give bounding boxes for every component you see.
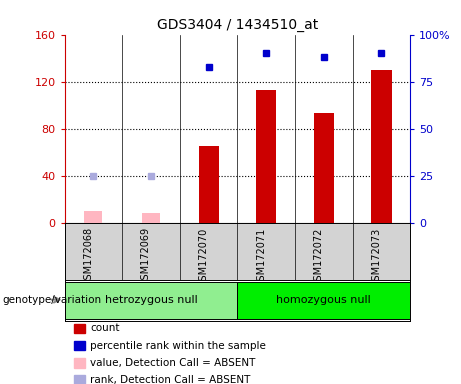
- Bar: [256, 90, 276, 223]
- Text: value, Detection Call = ABSENT: value, Detection Call = ABSENT: [90, 358, 255, 368]
- Text: count: count: [90, 323, 119, 333]
- Text: GSM172069: GSM172069: [141, 227, 151, 286]
- Text: genotype/variation: genotype/variation: [2, 295, 101, 306]
- Text: GSM172072: GSM172072: [314, 227, 324, 287]
- Bar: [142, 214, 160, 223]
- Bar: [65, 282, 237, 319]
- Text: percentile rank within the sample: percentile rank within the sample: [90, 341, 266, 351]
- Text: GSM172068: GSM172068: [83, 227, 93, 286]
- Title: GDS3404 / 1434510_at: GDS3404 / 1434510_at: [157, 18, 318, 32]
- Bar: [84, 211, 102, 223]
- Bar: [237, 282, 410, 319]
- Text: homozygous null: homozygous null: [277, 295, 371, 305]
- Bar: [199, 146, 219, 223]
- Bar: [372, 70, 391, 223]
- Text: GSM172070: GSM172070: [199, 227, 208, 286]
- Text: rank, Detection Call = ABSENT: rank, Detection Call = ABSENT: [90, 375, 250, 384]
- Bar: [314, 113, 334, 223]
- Text: GSM172073: GSM172073: [372, 227, 382, 286]
- Text: GSM172071: GSM172071: [256, 227, 266, 286]
- Text: hetrozygous null: hetrozygous null: [105, 295, 197, 305]
